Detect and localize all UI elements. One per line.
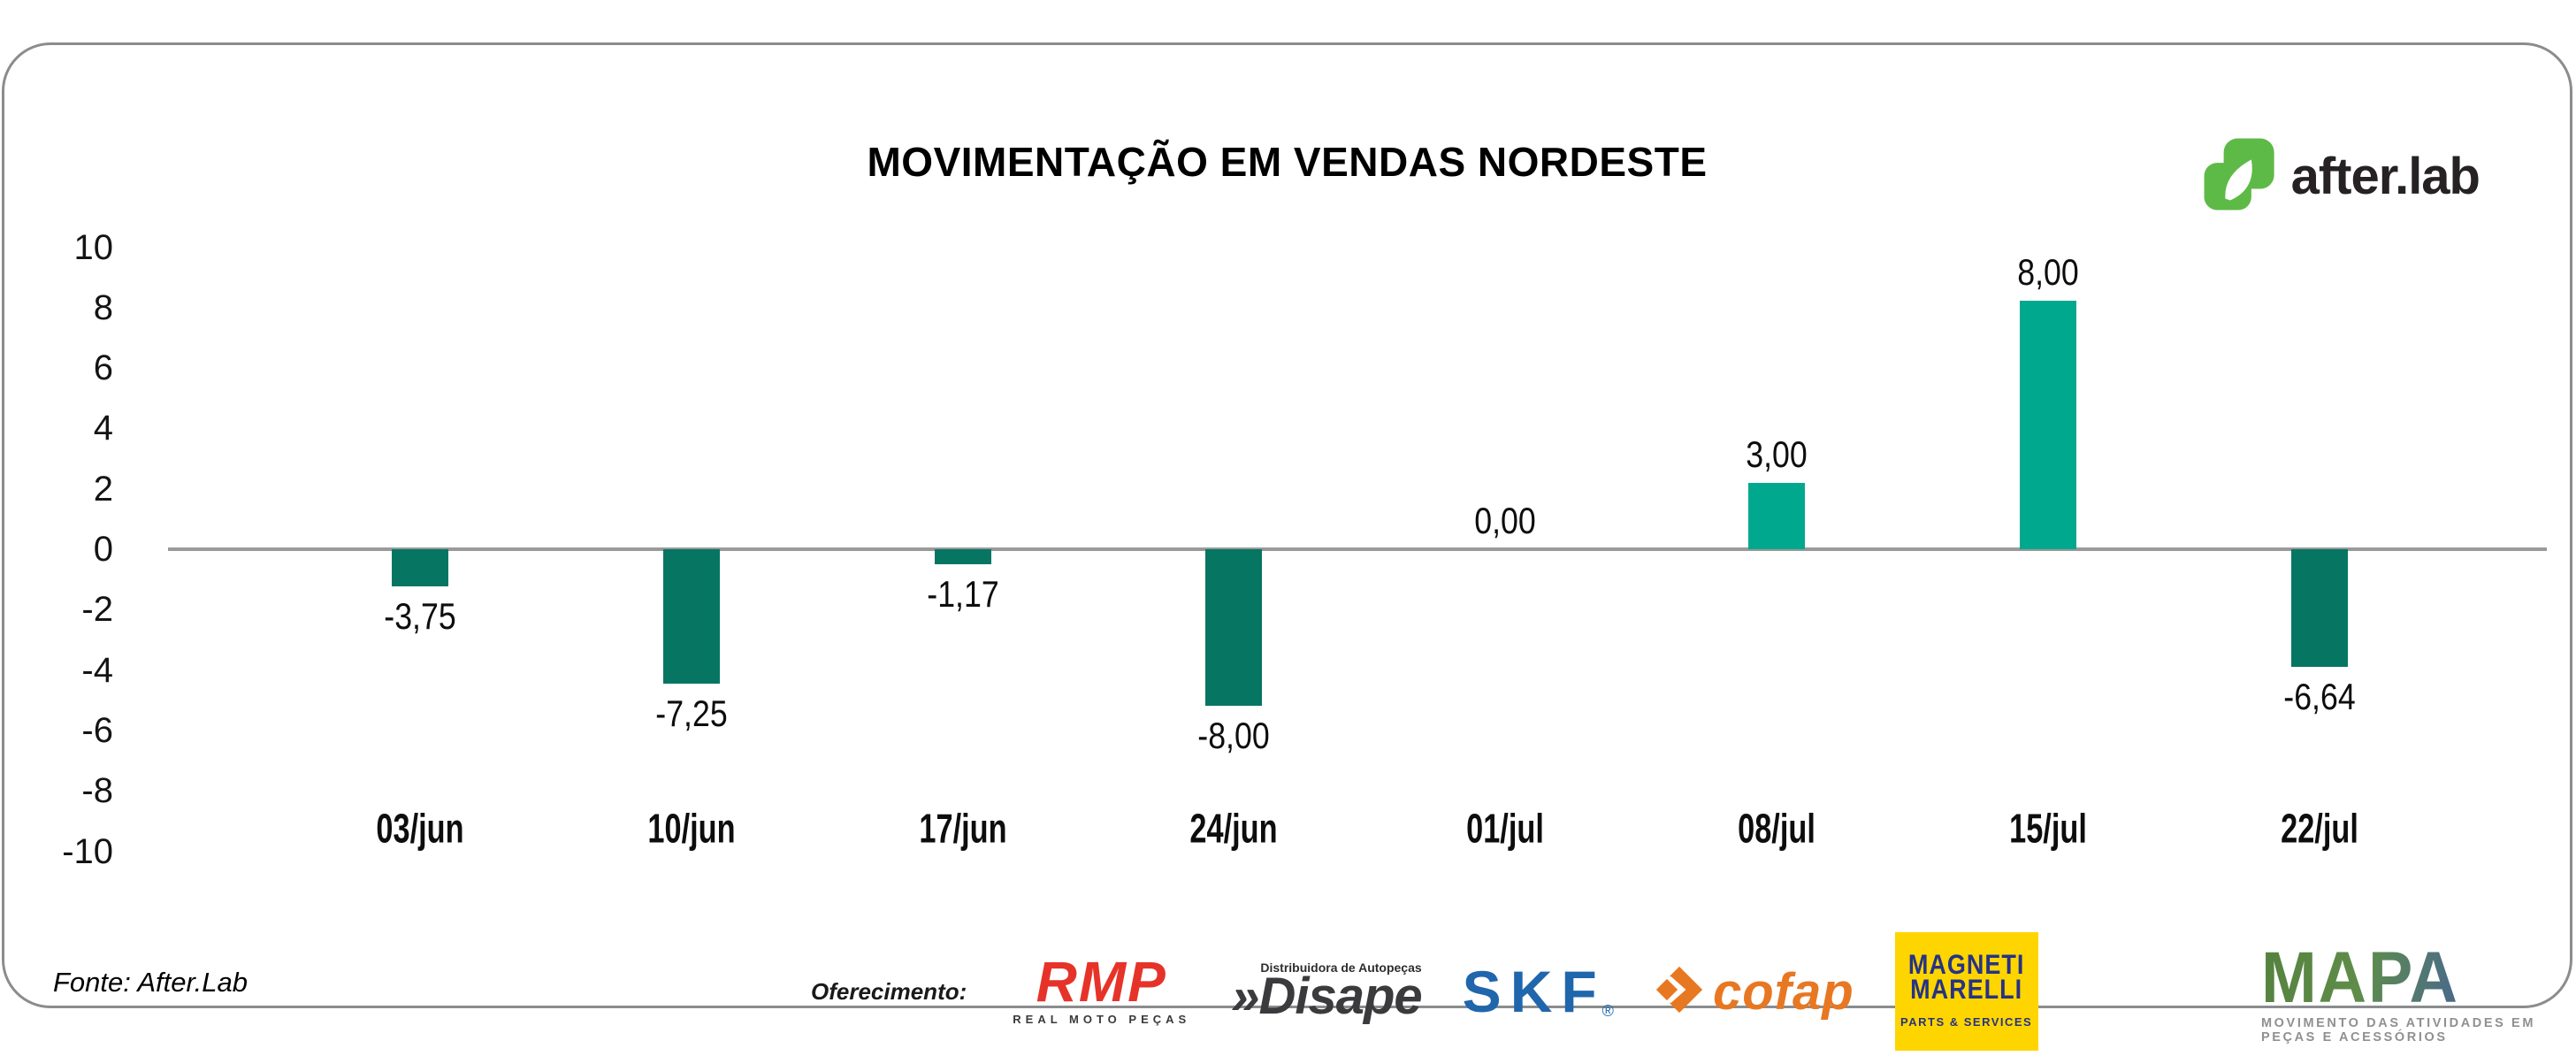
- skf-logo: SKF ®: [1463, 962, 1614, 1021]
- bar: [1205, 549, 1263, 706]
- x-axis-label: 24/jun: [1189, 806, 1278, 853]
- y-tick-label: 8: [93, 287, 113, 327]
- cofap-chevron-icon: [1655, 965, 1704, 1019]
- y-tick-label: -2: [81, 590, 113, 630]
- cofap-logo: cofap: [1655, 962, 1854, 1022]
- bar-chart: 10 8 6 4 2 0 -2 -4 -6 -8 -10 -3,75 03/jun -7,25 10/jun…: [4, 45, 2576, 1056]
- x-axis-label: 17/jun: [919, 806, 1007, 853]
- cofap-logo-text: cofap: [1712, 962, 1854, 1021]
- bar: [2019, 300, 2076, 549]
- bar-value-label: 8,00: [2017, 250, 2079, 293]
- x-axis-label: 10/jun: [647, 806, 736, 853]
- x-axis-line: [168, 547, 2547, 551]
- y-tick-label: 10: [73, 227, 114, 267]
- y-tick-label: -10: [62, 831, 113, 871]
- bar: [662, 549, 720, 685]
- bar-value-label: 3,00: [1746, 432, 1808, 475]
- bar-value-label: -8,00: [1197, 714, 1271, 756]
- rmp-logo: RMP REAL MOTO PEÇAS: [1013, 949, 1191, 1027]
- bar-value-label: 0,00: [1474, 500, 1536, 541]
- y-tick-label: 0: [93, 530, 113, 569]
- afterlab-logo-text: after.lab: [2290, 148, 2480, 205]
- y-tick-label: -8: [81, 771, 113, 811]
- x-axis-label: 22/jul: [2280, 806, 2358, 853]
- skf-logo-text: SKF: [1462, 959, 1606, 1024]
- y-tick-label: -4: [81, 650, 113, 690]
- bar: [392, 549, 448, 586]
- bar-value-label: -7,25: [655, 693, 728, 735]
- sponsor-strip: Oferecimento: RMP REAL MOTO PEÇAS Distri…: [811, 930, 2038, 1053]
- magneti-logo-subtext: PARTS & SERVICES: [1900, 1015, 2033, 1029]
- bar-value-label: -6,64: [2282, 676, 2356, 718]
- mapa-logo-text: MAPA: [2261, 942, 2545, 1014]
- bar: [2290, 549, 2348, 668]
- magneti-logo-line1: MAGNETI: [1907, 949, 2025, 980]
- mapa-logo-tagline: MOVIMENTO DAS ATIVIDADES EM PEÇAS E ACES…: [2261, 1015, 2536, 1045]
- y-tick-label: 6: [93, 348, 113, 388]
- disape-logo: Distribuidora de Autopeças »Disape: [1231, 960, 1422, 1025]
- source-note: Fonte: After.Lab: [53, 967, 248, 998]
- chart-card: MOVIMENTAÇÃO EM VENDAS NORDESTE after.la…: [2, 42, 2572, 1051]
- magneti-marelli-logo: MAGNETI MARELLI PARTS & SERVICES: [1894, 932, 2038, 1051]
- skf-registered-mark: ®: [1601, 1002, 1614, 1020]
- bar-value-label: -1,17: [926, 573, 999, 616]
- x-axis-label: 03/jun: [376, 806, 464, 853]
- x-axis-label: 15/jul: [2008, 806, 2087, 853]
- mapa-logo: MAPA MOVIMENTO DAS ATIVIDADES EM PEÇAS E…: [2261, 942, 2570, 1045]
- y-tick-label: -6: [81, 710, 113, 750]
- rmp-logo-subtext: REAL MOTO PEÇAS: [1013, 1013, 1191, 1027]
- chart-title: MOVIMENTAÇÃO EM VENDAS NORDESTE: [867, 139, 1708, 185]
- sponsor-label: Oferecimento:: [811, 977, 967, 1005]
- magneti-logo-line2: MARELLI: [1910, 974, 2023, 1005]
- bar: [1748, 482, 1805, 549]
- rmp-logo-text: RMP: [1036, 949, 1167, 1014]
- disape-logo-text: »Disape: [1231, 968, 1422, 1025]
- y-tick-label: 4: [93, 409, 113, 448]
- afterlab-logo: after.lab: [2199, 134, 2480, 219]
- y-tick-label: 2: [93, 469, 113, 509]
- bar: [934, 549, 991, 565]
- x-axis-label: 08/jul: [1738, 806, 1815, 853]
- afterlab-leaf-icon: [2199, 134, 2281, 219]
- disape-logo-subtext: Distribuidora de Autopeças: [1260, 960, 1422, 975]
- bar-value-label: -3,75: [384, 595, 456, 637]
- x-axis-label: 01/jul: [1466, 806, 1545, 853]
